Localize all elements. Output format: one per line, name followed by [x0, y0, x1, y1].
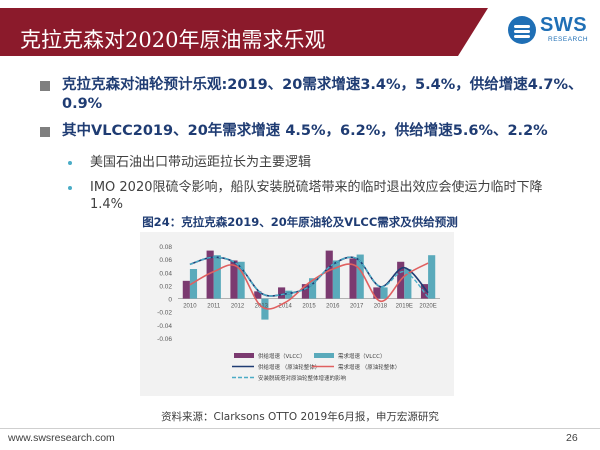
x-tick-label: 2011	[207, 304, 221, 310]
y-tick-label: 0.02	[159, 283, 172, 290]
chart-panel: 0.08 0.06 0.04 0.02 0 -0.02 -0.04 -0.06 2010 2011…	[140, 232, 454, 396]
logo-subtext: RESEARCH	[548, 36, 589, 43]
square-bullet-icon	[40, 127, 50, 137]
legend-label: 供给增速（VLCC）	[258, 352, 306, 360]
bar	[230, 260, 238, 299]
x-tick-label: 2016	[326, 304, 340, 310]
x-tick-label: 2010	[183, 304, 197, 310]
series-line	[189, 256, 429, 298]
bar	[428, 255, 436, 299]
bar	[373, 287, 381, 299]
chart-svg: 0.08 0.06 0.04 0.02 0 -0.02 -0.04 -0.06 2010 2011…	[157, 244, 440, 382]
y-tick-label: 0.06	[159, 257, 172, 264]
bar	[254, 291, 262, 299]
bar	[404, 269, 412, 299]
legend-label: 供给增速 （原油轮整体）	[258, 363, 320, 371]
page-title: 克拉克森对2020年原油需求乐观	[20, 28, 326, 52]
bar	[420, 284, 429, 299]
page-number: 26	[566, 432, 578, 444]
bar	[309, 278, 317, 299]
x-tick-label: 2015	[302, 304, 316, 310]
sws-logo-icon	[508, 16, 536, 44]
bar	[285, 290, 293, 299]
bar	[332, 260, 340, 299]
square-bullet-icon	[40, 81, 50, 91]
series-line	[189, 262, 429, 310]
bar	[356, 254, 364, 299]
chart-title: 图24：克拉克森2019、20年原油轮及VLCC需求及供给预测	[142, 215, 458, 229]
footer-divider	[0, 428, 600, 429]
bullet-2: 其中VLCC2019、20年需求增速 4.5%，6.2%，供给增速5.6%、2.…	[62, 123, 548, 139]
y-tick-label: 0.04	[159, 270, 172, 277]
bar	[189, 269, 198, 299]
sub-bullet-1: 美国石油出口带动运距拉长为主要逻辑	[90, 155, 312, 170]
bar	[349, 258, 357, 299]
bar	[278, 287, 286, 299]
legend-label: 安装脱硫塔对原油轮整体增速的影响	[258, 374, 347, 382]
sws-logo: SWS RESEARCH	[508, 14, 590, 50]
x-tick-label: 2012	[231, 304, 245, 310]
legend-label: 需求增速 （原油轮整体）	[338, 363, 400, 371]
sub-bullet-2-line-2: 1.4%	[90, 197, 124, 212]
bar	[325, 250, 333, 299]
legend-label: 需求增速（VLCC）	[338, 352, 386, 360]
x-tick-label: 2019E	[396, 304, 413, 310]
source-note: 资料来源：Clarksons OTTO 2019年6月报，申万宏源研究	[161, 411, 439, 423]
bar	[237, 261, 245, 299]
x-tick-label: 2018	[374, 304, 388, 310]
legend-swatch	[314, 353, 334, 358]
bar	[213, 255, 221, 299]
x-tick-label: 2017	[350, 304, 364, 310]
title-banner: 克拉克森对2020年原油需求乐观	[0, 8, 488, 56]
y-tick-label: 0	[168, 297, 172, 304]
x-tick-label: 2014	[279, 304, 293, 310]
x-tick-label: 2020E	[419, 304, 436, 310]
bullet-1-line-2: 0.9%	[62, 96, 103, 112]
y-tick-label: -0.04	[157, 323, 172, 330]
bar	[182, 280, 190, 299]
legend-swatch	[234, 353, 254, 358]
y-tick-label: -0.02	[157, 310, 172, 317]
bullet-1-line-1: 克拉克森对油轮预计乐观:2019、20需求增速3.4%，5.4%，供给增速4.7…	[62, 77, 583, 93]
y-tick-label: -0.06	[157, 336, 172, 343]
bar	[206, 250, 214, 299]
sub-bullet-2-line-1: IMO 2020限硫令影响，船队安装脱硫塔带来的临时退出效应会使运力临时下降	[90, 180, 543, 195]
sub-bullet-dot-icon	[68, 186, 72, 190]
y-tick-label: 0.08	[159, 244, 172, 251]
bar	[301, 284, 309, 299]
sub-bullet-dot-icon	[68, 161, 72, 165]
footer-url[interactable]: www.swsresearch.com	[8, 432, 115, 444]
bar	[380, 287, 388, 299]
header-bar: 克拉克森对2020年原油需求乐观 SWS RESEARCH	[0, 0, 600, 56]
logo-text: SWS	[540, 14, 588, 36]
